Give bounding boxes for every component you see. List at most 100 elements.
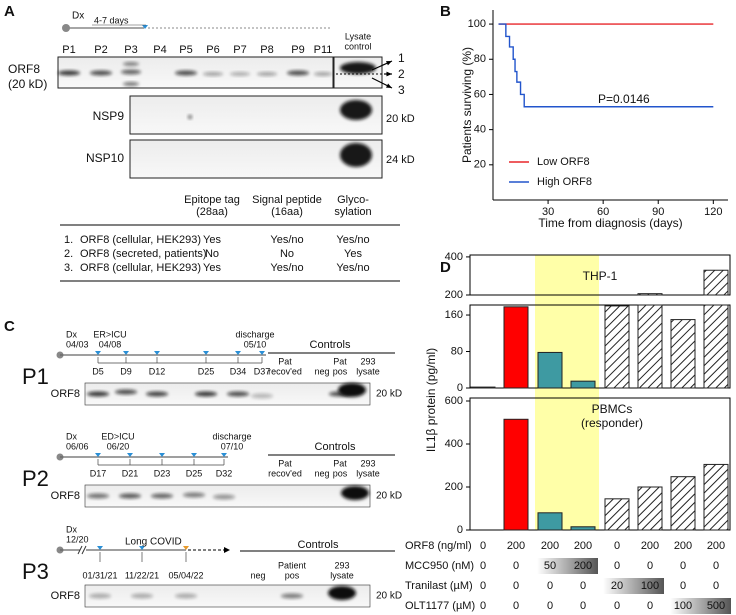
y-tick-label: 400 bbox=[445, 251, 463, 263]
event-label: Dx bbox=[66, 431, 77, 441]
time-marker bbox=[127, 453, 133, 457]
lane-label: P5 bbox=[179, 44, 192, 56]
patient-label: P2 bbox=[22, 466, 49, 491]
bar bbox=[670, 319, 696, 389]
condition-value: 0 bbox=[647, 600, 653, 612]
condition-value: 200 bbox=[541, 540, 559, 552]
blot-band bbox=[183, 492, 205, 498]
lane-label: P4 bbox=[153, 44, 166, 56]
x-tick-label: 90 bbox=[652, 206, 664, 218]
lane-label: 11/22/21 bbox=[125, 570, 159, 580]
controls-title: Controls bbox=[315, 441, 356, 453]
lane-label: P1 bbox=[62, 44, 75, 56]
condition-value: 100 bbox=[641, 580, 659, 592]
lane-label: D9 bbox=[120, 366, 132, 376]
control-label: Pat bbox=[333, 458, 347, 468]
lane-label: P6 bbox=[206, 44, 219, 56]
lane-label: D34 bbox=[230, 366, 247, 376]
blot-band bbox=[195, 391, 217, 397]
survival-line bbox=[498, 23, 714, 108]
table-cell: Yes bbox=[203, 234, 221, 246]
controls-title: Controls bbox=[310, 339, 351, 351]
control-label: recov'ed bbox=[268, 468, 302, 478]
table-cell: No bbox=[280, 248, 294, 260]
time-marker bbox=[259, 351, 265, 355]
lane-label: D32 bbox=[216, 468, 233, 478]
condition-value: 0 bbox=[580, 580, 586, 592]
lane-label: 01/31/21 bbox=[82, 570, 117, 580]
blot-band bbox=[230, 72, 250, 76]
blot-band bbox=[89, 593, 111, 599]
bar bbox=[703, 304, 729, 389]
control-label: lysate bbox=[330, 570, 354, 580]
arrow-head bbox=[386, 61, 392, 66]
lane-label: D37 bbox=[254, 366, 271, 376]
y-tick-label: 100 bbox=[468, 18, 486, 30]
condition-value: 20 bbox=[611, 580, 623, 592]
y-tick-label: 0 bbox=[457, 382, 463, 394]
y-axis-label: IL1β protein (pg/ml) bbox=[424, 348, 438, 452]
y-tick-label: 400 bbox=[445, 438, 463, 450]
condition-value: 0 bbox=[513, 600, 519, 612]
gradient bbox=[670, 598, 731, 614]
condition-value: 200 bbox=[507, 540, 525, 552]
blot-label: ORF8 bbox=[8, 62, 40, 76]
control-label: lysate bbox=[356, 366, 380, 376]
y-tick-label: 80 bbox=[451, 345, 463, 357]
bar bbox=[637, 486, 663, 531]
table-cell: ORF8 (cellular, HEK293) bbox=[80, 262, 201, 274]
y-tick-label: 200 bbox=[445, 481, 463, 493]
blot-band bbox=[328, 586, 356, 600]
timeline-dot bbox=[62, 24, 70, 32]
x-tick-label: 120 bbox=[704, 206, 722, 218]
blot-band bbox=[341, 486, 369, 500]
y-tick-label: 0 bbox=[457, 524, 463, 536]
blot-band bbox=[90, 70, 112, 76]
plot-frame bbox=[469, 304, 731, 389]
blot-band bbox=[115, 389, 137, 395]
control-label: pos bbox=[285, 570, 300, 580]
blot-label: NSP9 bbox=[93, 109, 125, 123]
condition-value: 0 bbox=[480, 540, 486, 552]
lane-label: P11 bbox=[314, 44, 333, 56]
control-label: recov'ed bbox=[268, 366, 302, 376]
event-label: ED>ICU bbox=[101, 431, 134, 441]
control-label: neg bbox=[250, 570, 265, 580]
event-label: 07/10 bbox=[221, 441, 244, 451]
control-label: Pat bbox=[333, 356, 347, 366]
control-label: 293 bbox=[334, 560, 349, 570]
condition-value: 0 bbox=[480, 580, 486, 592]
blot bbox=[129, 95, 383, 135]
time-marker bbox=[95, 351, 101, 355]
event-label: discharge bbox=[212, 431, 251, 441]
y-tick-label: 600 bbox=[445, 395, 463, 407]
table-header: (16aa) bbox=[271, 206, 303, 218]
control-label: Pat bbox=[278, 356, 292, 366]
lane-label: P7 bbox=[233, 44, 246, 56]
control-label: pos bbox=[333, 366, 348, 376]
blot-band bbox=[338, 383, 366, 397]
blot-label: (20 kD) bbox=[8, 77, 47, 91]
size-label: 24 kD bbox=[386, 154, 415, 166]
blot-band bbox=[340, 100, 372, 120]
legend-label: Low ORF8 bbox=[537, 156, 590, 168]
lane-label: D25 bbox=[186, 468, 203, 478]
condition-value: 200 bbox=[707, 540, 725, 552]
control-label: pos bbox=[333, 468, 348, 478]
lane-label: P8 bbox=[260, 44, 273, 56]
table-header: (28aa) bbox=[196, 206, 228, 218]
lane-label: D25 bbox=[198, 366, 215, 376]
blot-band bbox=[175, 70, 197, 76]
size-label: 20 kD bbox=[386, 113, 415, 125]
event-label: 05/10 bbox=[244, 339, 267, 349]
lane-label: P9 bbox=[291, 44, 304, 56]
lane-label: D17 bbox=[90, 468, 107, 478]
table-header: sylation bbox=[334, 206, 371, 218]
time-marker bbox=[142, 25, 148, 29]
panel-label: A bbox=[4, 3, 15, 20]
condition-value: 200 bbox=[674, 540, 692, 552]
annotation: P=0.0146 bbox=[598, 92, 650, 106]
y-tick-label: 60 bbox=[474, 88, 486, 100]
event-label: 04/03 bbox=[66, 339, 89, 349]
bar bbox=[503, 418, 529, 531]
